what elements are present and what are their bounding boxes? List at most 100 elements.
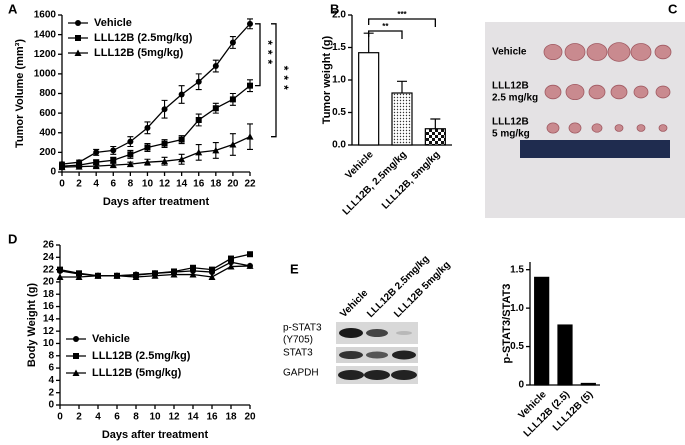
y-tick-label: 14 <box>43 313 55 324</box>
tumor <box>633 85 649 99</box>
row-label: GAPDH <box>283 368 319 379</box>
marker <box>94 272 102 279</box>
marker <box>74 49 82 56</box>
photo-label: 2.5 mg/kg <box>492 93 538 104</box>
tumor <box>614 124 624 132</box>
y-axis-label: p-STAT3/STAT3 <box>501 284 513 364</box>
marker <box>161 157 169 165</box>
y-tick-label: 12 <box>43 326 55 337</box>
marker <box>178 91 185 98</box>
y-tick-label: 24 <box>43 252 55 263</box>
marker <box>72 369 80 376</box>
annotation: *** <box>277 66 291 95</box>
x-tick-label: 10 <box>142 179 154 190</box>
marker <box>73 353 79 359</box>
tumor <box>543 43 563 61</box>
band <box>366 351 388 359</box>
marker <box>247 20 253 27</box>
marker <box>143 158 151 166</box>
error-bar <box>397 80 407 93</box>
marker <box>109 161 117 169</box>
marker <box>75 20 81 26</box>
tumor <box>655 85 671 99</box>
y-axis-label: Body Weight (g) <box>26 283 38 367</box>
annotation: ** <box>382 22 389 31</box>
tumor <box>568 122 582 134</box>
significance-bracket <box>255 23 261 87</box>
y-tick-label: 600 <box>39 108 56 119</box>
series-line <box>61 136 251 168</box>
x-tick-label: 12 <box>168 412 180 423</box>
panel-label: C <box>668 1 678 16</box>
tumor <box>658 124 668 132</box>
y-tick-label: 0 <box>518 380 524 391</box>
x-tick-label: 14 <box>187 412 199 423</box>
photo-label: Vehicle <box>492 47 527 58</box>
marker <box>75 35 81 41</box>
marker <box>195 78 202 85</box>
marker <box>229 96 236 103</box>
tumor <box>610 84 628 100</box>
band <box>391 370 417 380</box>
y-tick-label: 0 <box>48 400 54 411</box>
x-tick-label: LLL12B, 5mg/kg <box>380 149 442 211</box>
x-tick-label: 16 <box>193 179 205 190</box>
tumor <box>591 123 603 133</box>
x-tick-label: 2 <box>76 179 82 190</box>
marker <box>93 149 100 156</box>
bar <box>534 276 550 386</box>
bar <box>557 324 573 386</box>
marker <box>195 148 203 156</box>
marker <box>247 251 253 258</box>
significance-bracket <box>368 18 436 27</box>
y-axis-label: Tumor weight (g) <box>321 35 333 124</box>
x-tick-label: 12 <box>159 179 171 190</box>
y-tick-label: 1000 <box>34 69 57 80</box>
series-line <box>61 23 251 165</box>
ruler <box>520 140 670 158</box>
marker <box>178 136 185 143</box>
marker <box>73 336 79 342</box>
x-tick-label: 8 <box>133 412 139 423</box>
photo-background <box>485 22 685 218</box>
x-tick-label: 18 <box>210 179 222 190</box>
y-tick-label: 1.0 <box>332 75 346 86</box>
x-tick-label: 20 <box>227 179 239 190</box>
y-tick-label: 2 <box>48 387 54 398</box>
photo-label: 5 mg/kg <box>492 129 530 140</box>
marker <box>132 273 140 280</box>
legend-label: LLL12B (2.5mg/kg) <box>94 32 193 44</box>
marker <box>190 264 196 271</box>
row-label: STAT3 <box>283 348 313 359</box>
y-tick-label: 0.5 <box>510 341 524 352</box>
tumor <box>654 44 672 60</box>
marker <box>58 163 66 171</box>
y-tick-label: 8 <box>48 350 54 361</box>
y-tick-label: 0 <box>50 167 56 178</box>
y-tick-label: 20 <box>43 277 55 288</box>
marker <box>209 266 215 273</box>
x-tick-label: 0 <box>57 412 63 423</box>
marker <box>75 273 83 280</box>
y-tick-label: 22 <box>43 264 55 275</box>
photo <box>485 22 685 218</box>
band <box>339 328 363 338</box>
marker <box>212 105 219 112</box>
x-tick-label: 14 <box>176 179 188 190</box>
x-tick-label: 4 <box>95 412 101 423</box>
x-tick-label: 4 <box>93 179 99 190</box>
marker <box>127 138 134 145</box>
x-tick-label: 16 <box>206 412 218 423</box>
y-tick-label: 0.0 <box>332 140 346 151</box>
marker <box>110 157 117 164</box>
tumor <box>546 122 560 134</box>
marker <box>178 155 186 163</box>
marker <box>56 273 64 280</box>
x-tick-label: Vehicle <box>344 149 376 181</box>
marker <box>227 263 235 270</box>
series-line <box>61 85 251 167</box>
y-tick-label: 200 <box>39 147 56 158</box>
marker <box>93 159 100 166</box>
tumor <box>586 43 608 61</box>
